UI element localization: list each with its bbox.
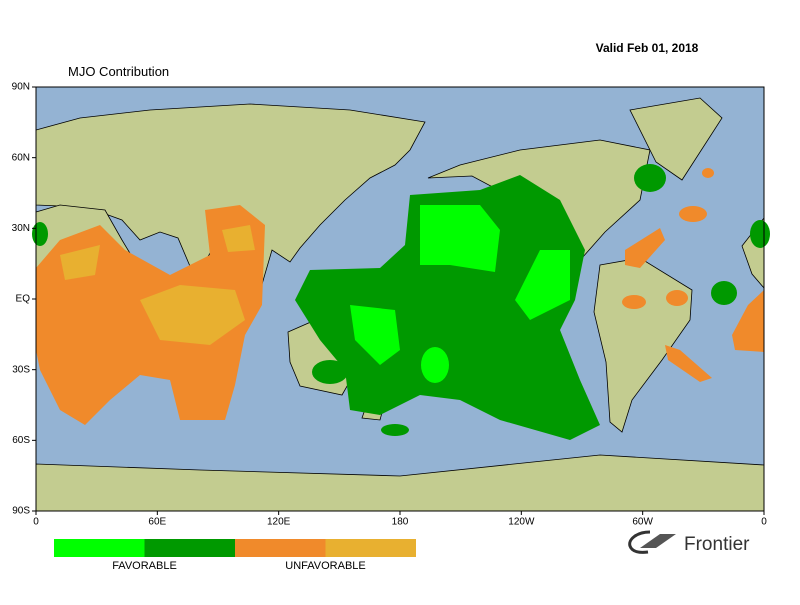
logo-text: Frontier [684,534,750,555]
legend-swatch [54,539,145,557]
favorable-area [420,205,500,272]
lat-label: 60N [12,152,30,163]
legend-swatch [325,539,416,557]
lat-label: 90N [12,82,30,93]
unfavorable-areas [36,168,764,425]
unfavorable-strong-area [60,245,100,280]
lat-label: 30S [12,364,30,375]
lon-label: 180 [392,517,409,528]
lat-label: 90S [12,506,30,517]
lat-label: EQ [16,294,31,305]
map [32,86,770,512]
unfavorable-area [702,168,714,178]
logo-icon [640,534,676,548]
legend-swatch [144,539,235,557]
unfavorable-area [679,206,707,222]
map-title: MJO Contribution [68,64,169,79]
favorable-strong-area [750,220,770,248]
legend-label: FAVORABLE [112,560,177,572]
favorable-strong-area [711,281,737,305]
logo: Frontier [628,530,750,555]
lat-label: 30N [12,223,30,234]
logo-icon [628,530,651,554]
favorable-strong-area [295,175,600,440]
lon-label: 60E [148,517,166,528]
unfavorable-area [666,290,688,306]
favorable-areas [32,164,770,440]
favorable-strong-area [32,222,48,246]
unfavorable-area [665,345,712,382]
unfavorable-area [625,228,665,268]
unfavorable-strong-area [222,225,255,252]
favorable-area [421,347,449,383]
legend: FAVORABLE UNFAVORABLE [54,539,416,572]
legend-swatch [235,539,326,557]
lon-label: 120W [508,517,535,528]
favorable-strong-area [634,164,666,192]
favorable-area [350,305,400,365]
lat-label: 60S [12,435,30,446]
favorable-strong-area [312,360,348,384]
unfavorable-area [622,295,646,309]
lon-label: 0 [33,517,39,528]
unfavorable-area [732,290,764,352]
legend-label: UNFAVORABLE [285,560,366,572]
lon-label: 120E [267,517,291,528]
favorable-strong-area [381,424,409,436]
valid-date: Valid Feb 01, 2018 [596,41,699,55]
lon-label: 0 [761,517,767,528]
lon-label: 60W [632,517,653,528]
unfavorable-strong-area [140,285,245,345]
favorable-area [515,250,570,320]
